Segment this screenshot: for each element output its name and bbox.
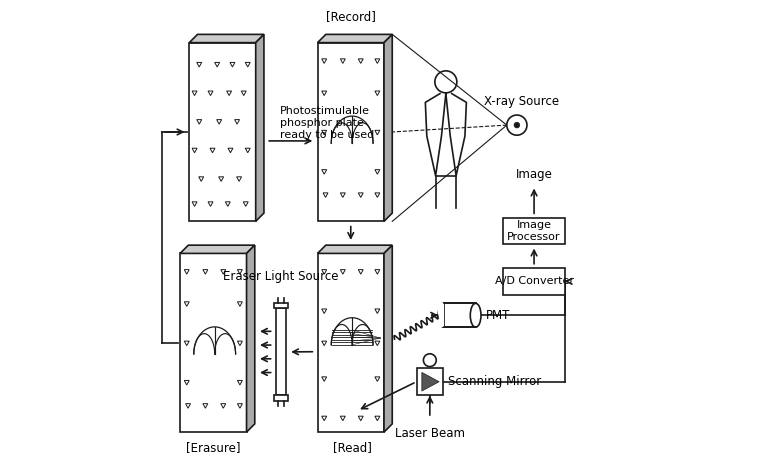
Polygon shape	[438, 303, 444, 327]
Polygon shape	[444, 303, 475, 327]
Polygon shape	[317, 42, 384, 221]
Polygon shape	[317, 35, 392, 42]
Polygon shape	[247, 245, 255, 432]
Circle shape	[514, 122, 520, 128]
Text: Eraser Light Source: Eraser Light Source	[223, 270, 339, 283]
Text: Image
Processor: Image Processor	[508, 220, 561, 242]
Polygon shape	[422, 372, 439, 391]
Polygon shape	[416, 368, 443, 395]
Ellipse shape	[470, 303, 481, 327]
Text: Scanning Mirror: Scanning Mirror	[448, 375, 541, 388]
Text: Laser Beam: Laser Beam	[395, 427, 465, 440]
Text: Image: Image	[515, 168, 552, 181]
Polygon shape	[180, 254, 247, 432]
Text: [Record]: [Record]	[326, 10, 376, 23]
Polygon shape	[256, 35, 264, 221]
Polygon shape	[503, 218, 565, 244]
Text: X-ray Source: X-ray Source	[484, 95, 559, 108]
Polygon shape	[384, 35, 392, 221]
Polygon shape	[274, 303, 288, 308]
Polygon shape	[180, 245, 255, 254]
Text: [Read]: [Read]	[333, 441, 372, 454]
Text: PMT: PMT	[486, 309, 511, 322]
Text: A/D Converter: A/D Converter	[495, 276, 574, 286]
Ellipse shape	[439, 303, 449, 327]
Polygon shape	[317, 245, 392, 254]
Polygon shape	[276, 308, 286, 396]
Text: Photostimulable
phosphor plate
ready to be used: Photostimulable phosphor plate ready to …	[280, 106, 374, 140]
Polygon shape	[189, 42, 256, 221]
Polygon shape	[189, 35, 264, 42]
Text: [Erasure]: [Erasure]	[186, 441, 240, 454]
Circle shape	[507, 115, 527, 135]
Polygon shape	[317, 254, 384, 432]
Polygon shape	[503, 268, 565, 295]
Polygon shape	[384, 245, 392, 432]
Polygon shape	[274, 396, 288, 401]
